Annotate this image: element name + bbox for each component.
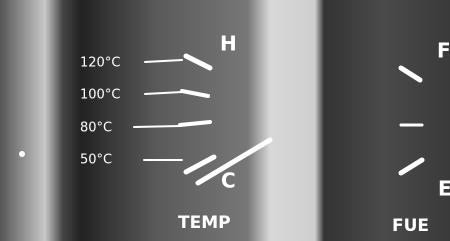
temp-label: 50°C [80, 153, 112, 168]
temp-label: 100°C [80, 88, 120, 103]
high-label: H [220, 32, 237, 56]
empty-label: E [438, 177, 450, 201]
temp-label: 80°C [80, 121, 112, 136]
screw [19, 151, 25, 157]
low-label: C [221, 169, 236, 193]
gauge-title: FUE [392, 216, 429, 236]
gauge-title: TEMP [178, 213, 231, 233]
gauge-photo: 120°C 100°C 80°C 50°C H C TEMP F E FUE [0, 0, 450, 241]
temp-label: 120°C [80, 56, 120, 71]
full-label: F [437, 39, 450, 63]
